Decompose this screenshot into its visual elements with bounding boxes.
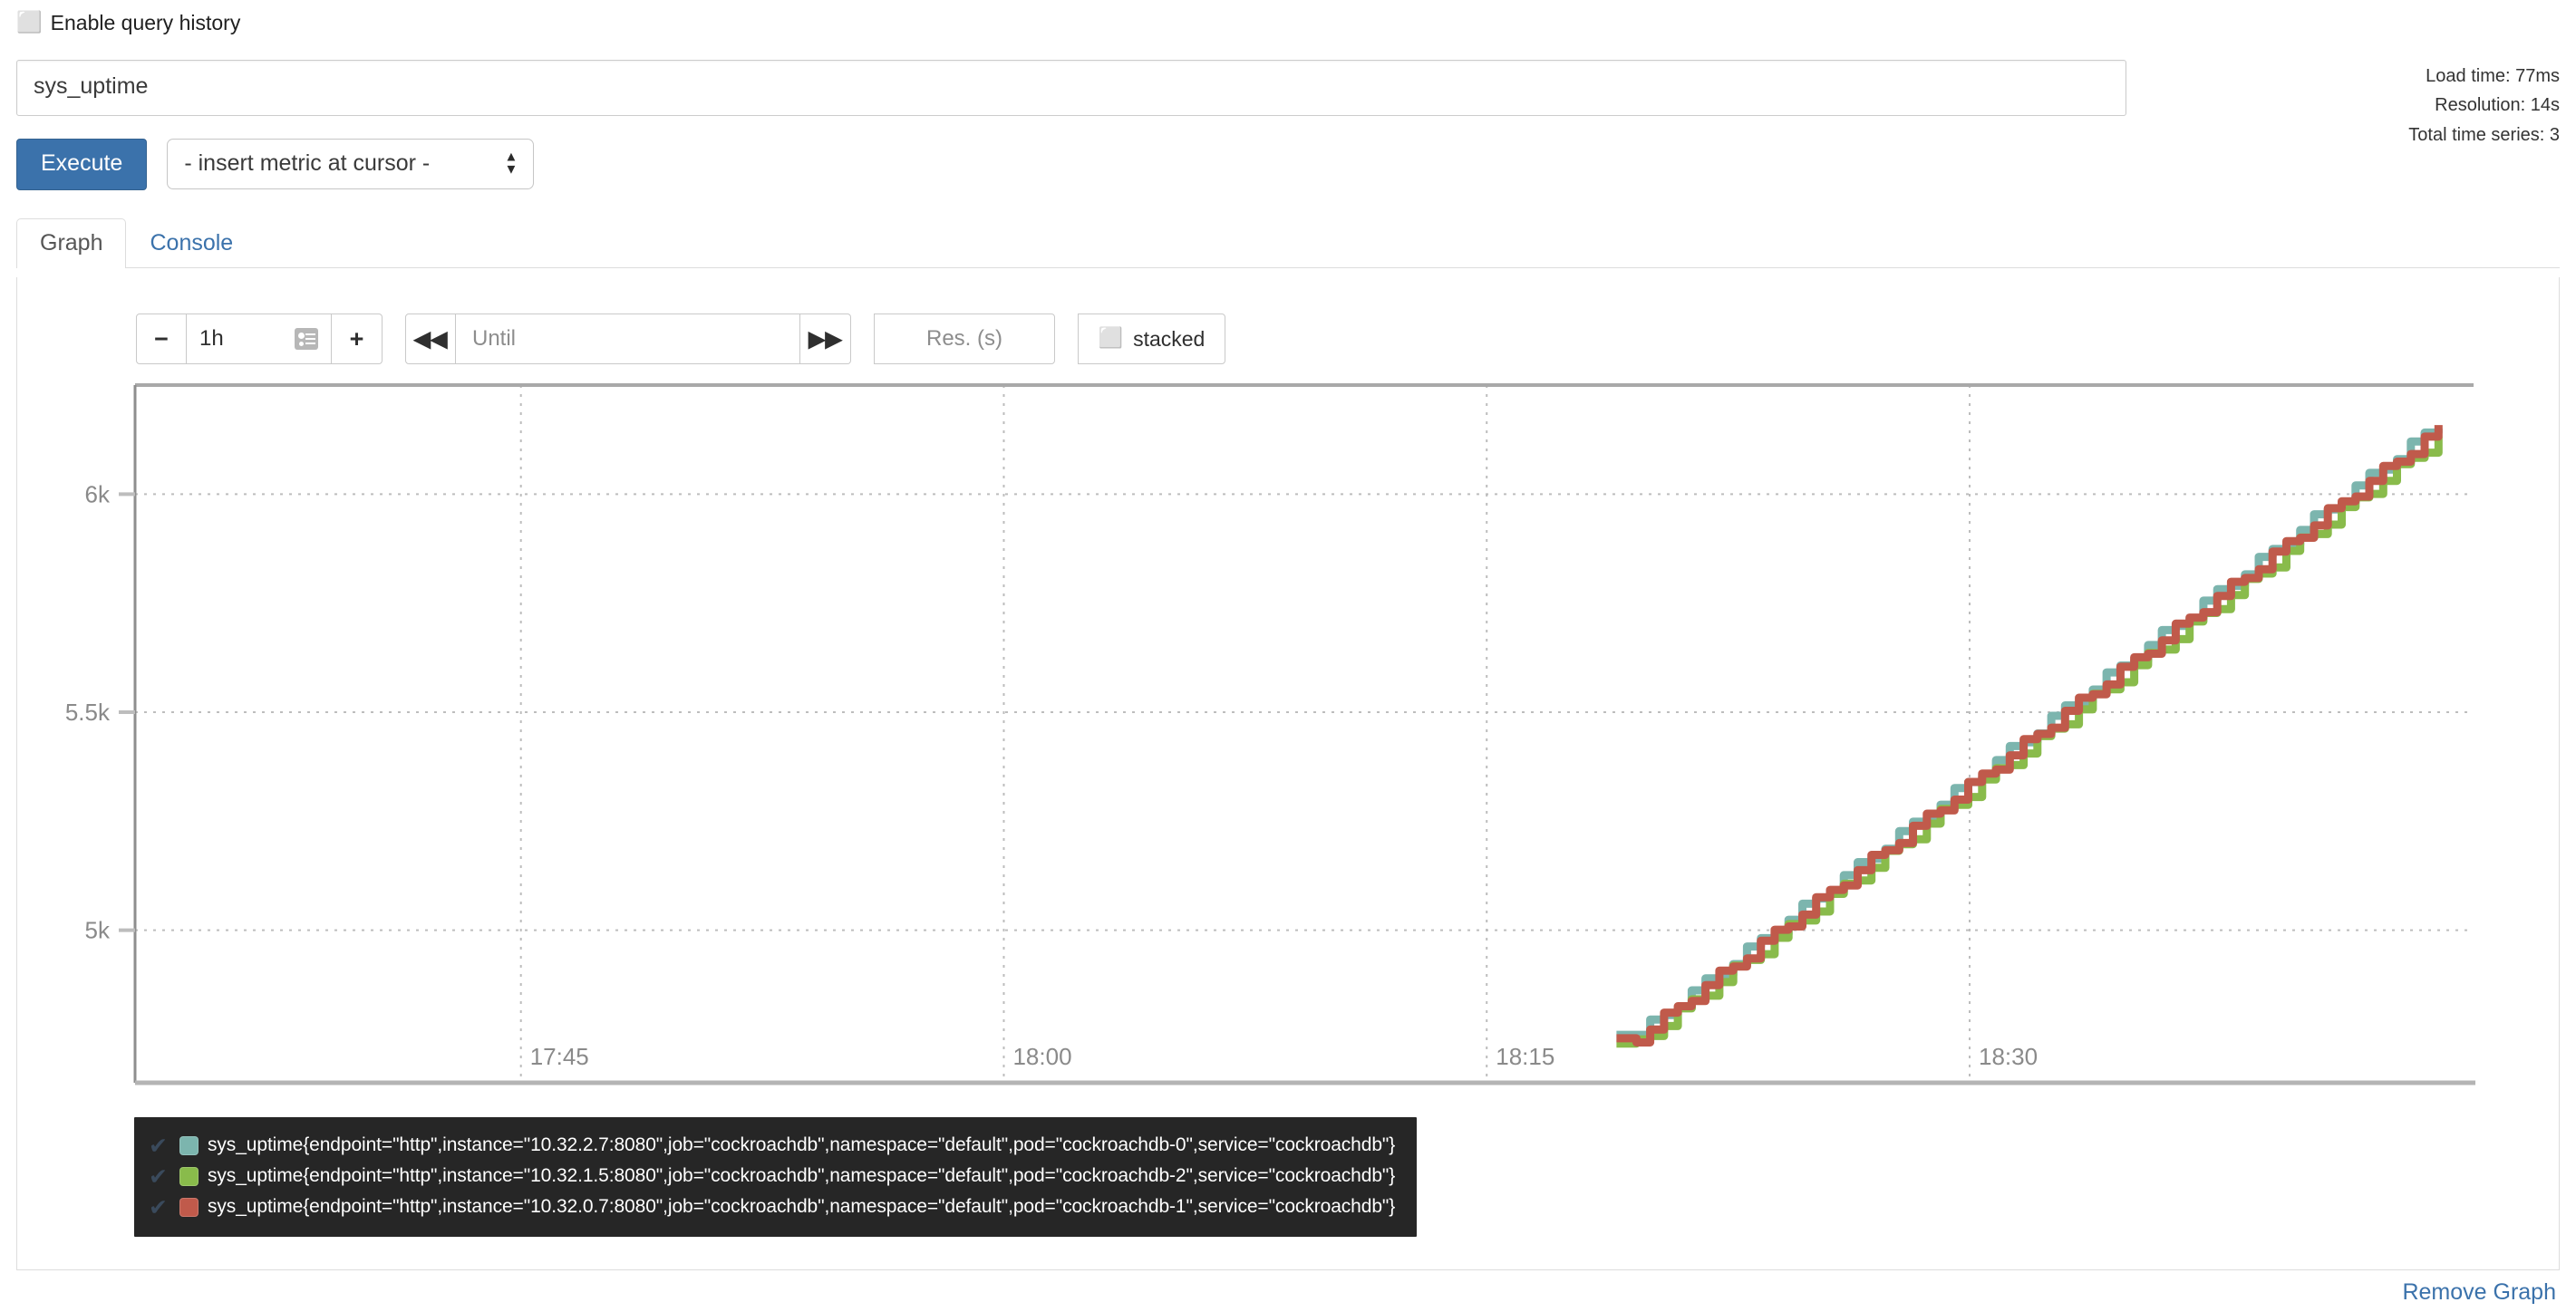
legend-series-label: sys_uptime{endpoint="http",instance="10.…: [208, 1134, 1396, 1155]
increase-range-button[interactable]: +: [332, 314, 383, 364]
range-input[interactable]: 1h: [187, 314, 332, 364]
svg-text:18:30: 18:30: [1979, 1043, 2038, 1070]
resolution-input[interactable]: Res. (s): [874, 314, 1055, 364]
range-control-group: − 1h +: [136, 314, 383, 364]
insert-metric-select[interactable]: - insert metric at cursor -: [167, 139, 535, 189]
chart-axes: [133, 383, 2475, 1085]
chart-gridlines: [135, 385, 2474, 1083]
panel-tabs: Graph Console: [16, 218, 2560, 268]
legend-check-icon[interactable]: ✔: [149, 1193, 168, 1220]
stacked-control-group: ⬜ stacked: [1078, 314, 1225, 364]
step-forward-button[interactable]: ▶▶: [800, 314, 851, 364]
query-stats: Load time: 77ms Resolution: 14s Total ti…: [2408, 62, 2560, 150]
remove-graph-link[interactable]: Remove Graph: [2402, 1279, 2556, 1305]
legend-color-swatch: [179, 1197, 199, 1217]
svg-text:5.5k: 5.5k: [65, 699, 111, 726]
y-axis-tick-labels: 5k 5.5k 6k: [65, 480, 135, 944]
legend-color-swatch: [179, 1166, 199, 1186]
legend-series-label: sys_uptime{endpoint="http",instance="10.…: [208, 1196, 1396, 1217]
range-list-icon[interactable]: [295, 328, 318, 350]
chart-legend: ✔ sys_uptime{endpoint="http",instance="10…: [134, 1117, 1418, 1237]
execute-button[interactable]: Execute: [16, 139, 148, 190]
series-line-cockroachdb-1: [1616, 425, 2443, 1047]
graph-chart-area[interactable]: 5k 5.5k 6k 17:45 18:00 18:15 18:30: [17, 383, 2561, 1143]
resolution-control-group: Res. (s): [874, 314, 1055, 364]
legend-item[interactable]: ✔ sys_uptime{endpoint="http",instance="10…: [149, 1191, 1395, 1222]
resolution-text: Resolution: 14s: [2435, 95, 2560, 116]
legend-check-icon[interactable]: ✔: [149, 1132, 168, 1159]
time-control-group: ◀◀ Until ▶▶: [405, 314, 851, 364]
stacked-toggle-button[interactable]: ⬜ stacked: [1078, 314, 1225, 364]
until-input[interactable]: Until: [456, 314, 800, 364]
query-expression-input[interactable]: sys_uptime: [16, 60, 2126, 116]
legend-series-label: sys_uptime{endpoint="http",instance="10.…: [208, 1165, 1396, 1186]
enable-query-history-label: Enable query history: [50, 11, 241, 34]
svg-text:5k: 5k: [85, 917, 111, 944]
timeseries-chart[interactable]: 5k 5.5k 6k 17:45 18:00 18:15 18:30: [17, 383, 2561, 1143]
svg-text:17:45: 17:45: [530, 1043, 589, 1070]
load-time-text: Load time: 77ms: [2426, 66, 2560, 86]
svg-text:18:15: 18:15: [1496, 1043, 1554, 1070]
x-axis-tick-labels: 17:45 18:00 18:15 18:30: [530, 1043, 2038, 1070]
legend-item[interactable]: ✔ sys_uptime{endpoint="http",instance="10…: [149, 1130, 1395, 1161]
legend-check-icon[interactable]: ✔: [149, 1162, 168, 1190]
range-value: 1h: [199, 326, 224, 351]
graph-panel: − 1h + ◀◀ Until ▶▶ Res. (s) ⬜ stacked: [16, 277, 2560, 1270]
tab-console[interactable]: Console: [150, 230, 234, 256]
total-time-series-text: Total time series: 3: [2408, 124, 2560, 145]
graph-controls-toolbar: − 1h + ◀◀ Until ▶▶ Res. (s) ⬜ stacked: [136, 314, 1225, 364]
unchecked-square-icon: ⬜: [1098, 327, 1124, 350]
legend-item[interactable]: ✔ sys_uptime{endpoint="http",instance="10…: [149, 1161, 1395, 1191]
step-backward-button[interactable]: ◀◀: [405, 314, 456, 364]
legend-color-swatch: [179, 1135, 199, 1155]
enable-query-history-row[interactable]: ⬜ Enable query history: [16, 11, 240, 35]
svg-text:6k: 6k: [85, 480, 111, 507]
metric-select-wrap: - insert metric at cursor - ▲ ▼: [167, 139, 535, 189]
svg-text:18:00: 18:00: [1012, 1043, 1071, 1070]
tab-graph[interactable]: Graph: [16, 218, 127, 268]
unchecked-square-icon[interactable]: ⬜: [16, 11, 43, 34]
series-line-cockroachdb-0: [1616, 428, 2443, 1039]
chart-series-group: [1616, 425, 2443, 1048]
execute-row: Execute - insert metric at cursor - ▲ ▼: [16, 139, 535, 190]
stacked-label: stacked: [1133, 326, 1206, 351]
decrease-range-button[interactable]: −: [136, 314, 187, 364]
